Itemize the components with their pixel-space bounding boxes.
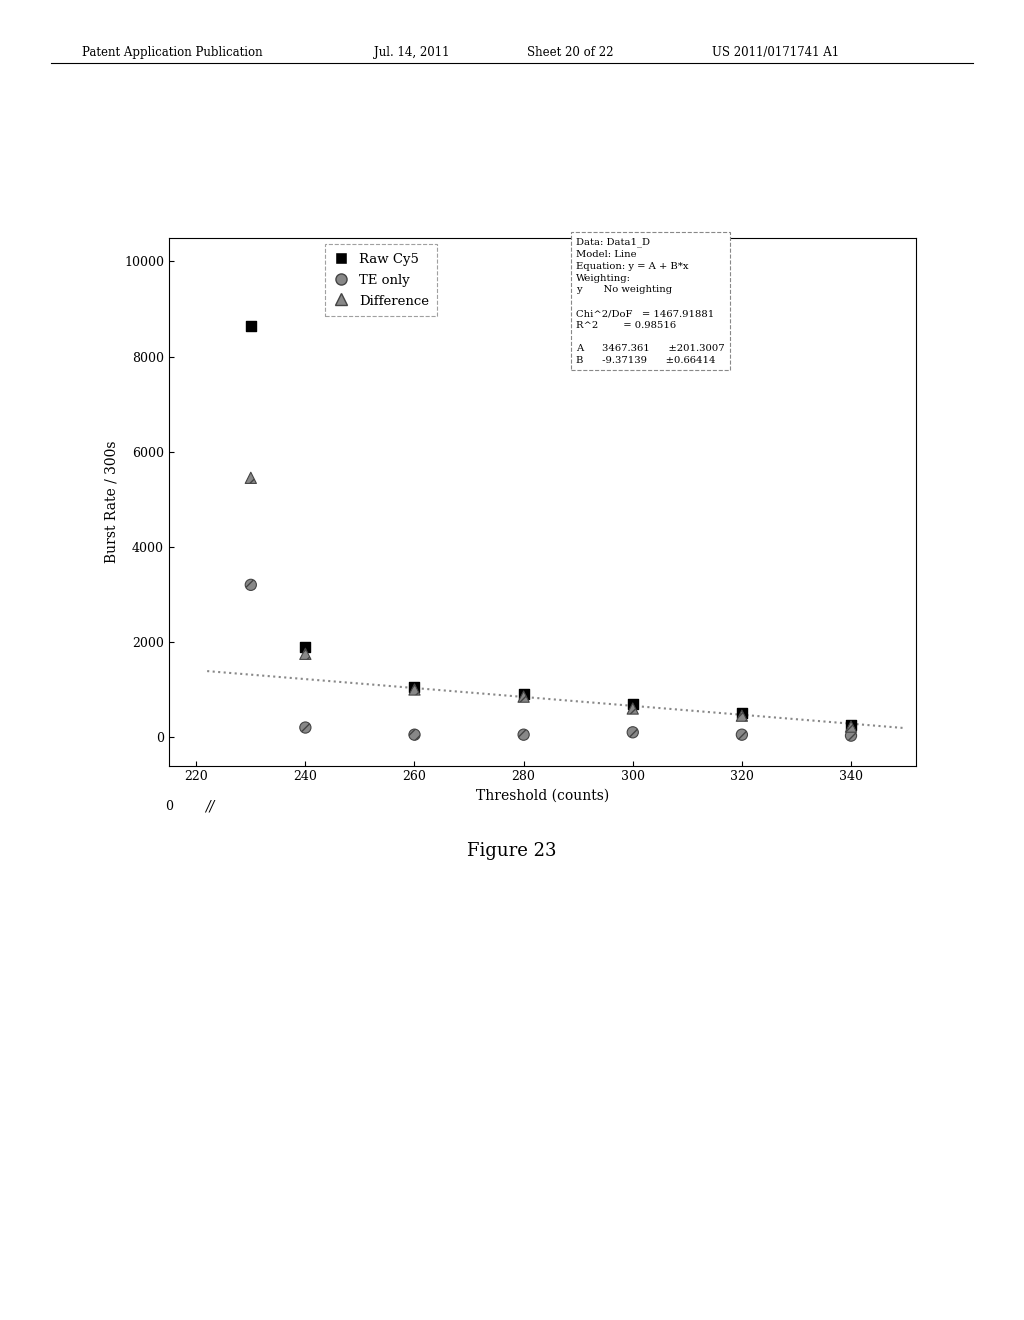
Text: 0: 0 — [165, 800, 173, 813]
TE only — [733, 725, 750, 746]
Text: //: // — [206, 800, 215, 814]
Text: Patent Application Publication: Patent Application Publication — [82, 46, 262, 59]
TE only — [243, 574, 259, 595]
X-axis label: Threshold (counts): Threshold (counts) — [476, 789, 609, 803]
Difference — [297, 643, 313, 664]
Text: US 2011/0171741 A1: US 2011/0171741 A1 — [712, 46, 839, 59]
TE only — [625, 722, 641, 743]
Y-axis label: Burst Rate / 300s: Burst Rate / 300s — [104, 441, 119, 562]
Raw Cy5 — [243, 315, 259, 337]
Difference — [625, 698, 641, 719]
Legend: Raw Cy5, TE only, Difference: Raw Cy5, TE only, Difference — [325, 244, 437, 315]
TE only — [297, 717, 313, 738]
Difference — [407, 678, 423, 700]
TE only — [515, 725, 531, 746]
Raw Cy5 — [407, 677, 423, 698]
Raw Cy5 — [515, 684, 531, 705]
Raw Cy5 — [843, 714, 859, 735]
Raw Cy5 — [297, 636, 313, 657]
Difference — [733, 705, 750, 726]
Text: Jul. 14, 2011: Jul. 14, 2011 — [374, 46, 450, 59]
Difference — [843, 715, 859, 737]
Raw Cy5 — [733, 702, 750, 723]
Text: Figure 23: Figure 23 — [467, 842, 557, 861]
Difference — [243, 467, 259, 488]
Text: Sheet 20 of 22: Sheet 20 of 22 — [527, 46, 613, 59]
TE only — [407, 725, 423, 746]
Text: Data: Data1_D
Model: Line
Equation: y = A + B*x
Weighting:
y       No weighting
: Data: Data1_D Model: Line Equation: y = … — [577, 238, 725, 366]
Difference — [515, 686, 531, 708]
Raw Cy5 — [625, 693, 641, 714]
TE only — [843, 725, 859, 746]
